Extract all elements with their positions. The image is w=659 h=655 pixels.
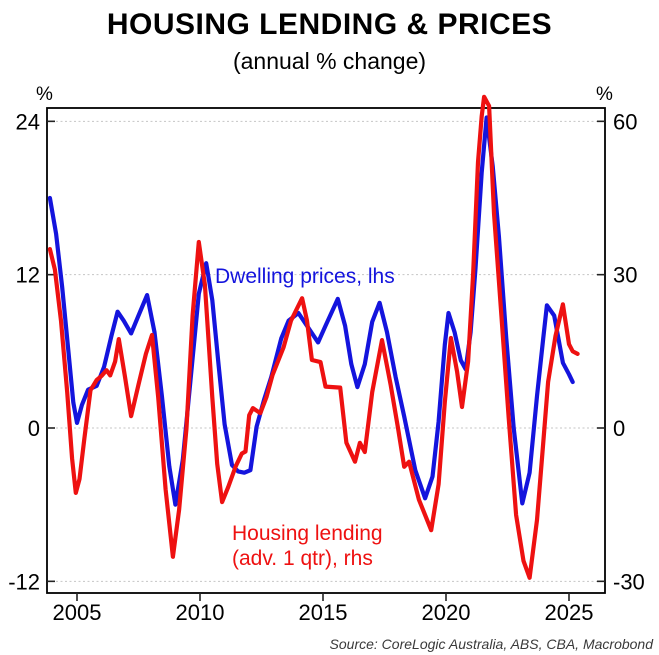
x-axis-tick-label: 2005 [53,600,102,625]
chart-subtitle: (annual % change) [232,48,427,74]
right-axis-tick-label: 30 [613,263,637,288]
dwelling-prices-label-text: Dwelling prices, lhs [215,265,395,288]
left-axis-tick-label: 24 [16,109,40,134]
chart-title: HOUSING LENDING & PRICES [106,8,553,41]
housing-lending-label-line1: Housing lending [232,522,383,545]
left-axis-tick-label: 12 [16,263,40,288]
x-axis-tick-label: 2025 [545,600,594,625]
x-axis-tick-label: 2015 [299,600,348,625]
left-axis-tick-label: -12 [8,569,40,594]
plot-frame [46,107,606,594]
left-axis-tick-label: 0 [28,416,40,441]
left-axis-unit-label: % [36,84,53,105]
right-axis-tick-label: 0 [613,416,625,441]
right-axis-unit-label: % [596,84,613,105]
source-attribution: Source: CoreLogic Australia, ABS, CBA, M… [329,636,653,652]
x-axis-tick-label: 2010 [176,600,225,625]
right-axis-tick-label: 60 [613,109,637,134]
housing-lending-label-line2: (adv. 1 qtr), rhs [232,547,373,570]
x-axis-tick-label: 2020 [422,600,471,625]
right-axis-tick-label: -30 [613,569,645,594]
dwelling-prices-series-label: Dwelling prices, lhs [215,265,395,289]
housing-lending-line [47,94,580,580]
housing-lending-series-label: Housing lending (adv. 1 qtr), rhs [232,521,383,571]
